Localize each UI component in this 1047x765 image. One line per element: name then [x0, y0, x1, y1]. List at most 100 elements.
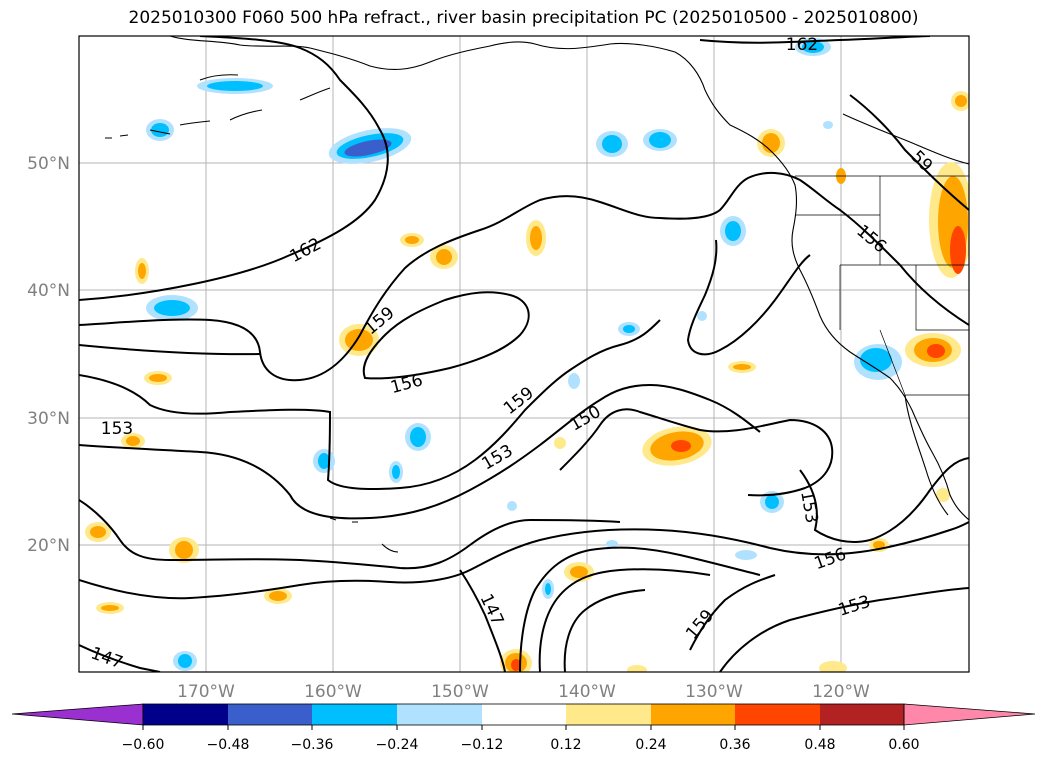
colorbar: −0.60 −0.48 −0.36 −0.24 −0.12 0.12 0.24 …: [11, 703, 1036, 753]
shade-blob: [151, 123, 169, 137]
shade-blob: [762, 133, 780, 153]
colorbar-extend-high: [903, 703, 1036, 726]
contour-159-se: [689, 574, 776, 651]
colorbar-tick-label: −0.60: [122, 737, 165, 753]
colorbar-segment: [651, 704, 735, 725]
colorbar-segment: [312, 704, 397, 725]
shade-blob: [936, 488, 950, 502]
shade-blob: [602, 135, 622, 153]
shade-blob: [554, 437, 566, 449]
shade-blob: [649, 132, 671, 148]
shade-blob: [101, 605, 119, 611]
contour-156-east: [686, 239, 811, 356]
shade-blob: [269, 591, 287, 601]
colorbar-segment: [566, 704, 651, 725]
shade-blob: [511, 659, 521, 671]
lon-label-120w: 120°W: [812, 682, 870, 702]
colorbar-segment: [482, 704, 566, 725]
shade-blob: [735, 550, 757, 560]
lon-label-150w: 150°W: [431, 682, 489, 702]
shade-blob: [410, 427, 426, 447]
shade-blob: [606, 540, 618, 548]
contour-147-sw: [79, 644, 161, 672]
colorbar-tick-label: 0.24: [635, 737, 666, 753]
colorbar-tick-label: 0.12: [550, 737, 581, 753]
shade-blob: [823, 121, 833, 129]
shade-blob: [405, 236, 419, 244]
coastlines: [105, 36, 969, 553]
contour-u1: [519, 546, 761, 672]
shade-blob: [207, 81, 263, 91]
shade-blob: [175, 541, 193, 559]
precip-shading: [85, 38, 969, 672]
contour-159-inner: [79, 344, 261, 356]
contour-label: 147: [476, 591, 508, 629]
colorbar-outline: [142, 703, 905, 726]
shade-blob: [436, 249, 452, 265]
colorbar-extend-low: [11, 703, 144, 726]
shade-blob: [154, 300, 190, 316]
contour-label: 156: [388, 370, 425, 398]
shade-blob: [927, 344, 945, 358]
shade-blob: [733, 364, 751, 370]
colorbar-tick-label: −0.36: [291, 737, 334, 753]
lon-label-140w: 140°W: [558, 682, 616, 702]
lon-label-130w: 130°W: [685, 682, 743, 702]
lat-label-40n: 40°N: [27, 281, 70, 301]
country-borders: [795, 175, 969, 396]
lon-label-160w: 160°W: [304, 682, 362, 702]
shade-blob: [178, 654, 192, 668]
lat-label-50n: 50°N: [27, 154, 70, 174]
shade-blob: [725, 221, 741, 241]
contour-u3: [563, 589, 646, 672]
contour-156-loop: [362, 291, 530, 380]
shade-blob: [671, 440, 691, 452]
contour-label: 147: [88, 643, 125, 673]
contour-east-coast: [849, 94, 969, 211]
shade-blob: [568, 373, 580, 389]
contour-label: 153: [478, 441, 516, 475]
colorbar-segment: [735, 704, 820, 725]
colorbar-segment: [228, 704, 312, 725]
colorbar-tick-label: 0.36: [719, 737, 750, 753]
contour-label: 162: [786, 35, 818, 55]
colorbar-segment: [820, 704, 904, 725]
colorbar-segment: [397, 704, 482, 725]
shade-blob: [318, 453, 330, 469]
shade-blob: [819, 661, 847, 672]
shade-blob: [570, 566, 588, 578]
shade-blob: [860, 348, 892, 372]
lat-label-30n: 30°N: [27, 409, 70, 429]
colorbar-tick-label: −0.12: [461, 737, 504, 753]
shade-blob: [530, 226, 542, 250]
shade-blob: [126, 436, 140, 446]
shade-blob: [697, 311, 707, 321]
plot-frame: [78, 35, 970, 673]
lon-label-170w: 170°W: [177, 682, 235, 702]
contour-label: 156: [812, 544, 849, 574]
colorbar-tick-label: −0.48: [207, 737, 250, 753]
shade-blob: [627, 665, 647, 672]
contour-153: [79, 383, 761, 520]
contour-156-south: [79, 528, 771, 600]
shade-blob: [507, 501, 517, 511]
shade-blob: [90, 526, 106, 538]
contour-label: 159: [500, 383, 538, 419]
contour-156-se: [769, 521, 969, 556]
contour-label: 150: [566, 402, 604, 436]
colorbar-tick-label: 0.60: [888, 737, 919, 753]
shade-blob: [623, 325, 635, 333]
shade-blob: [950, 226, 966, 274]
shade-blob: [765, 495, 779, 509]
shade-blob: [344, 139, 392, 157]
shade-blob: [138, 263, 146, 279]
map-title: 2025010300 F060 500 hPa refract., river …: [128, 8, 919, 28]
lon-label-layer: 170°W 160°W 150°W 140°W 130°W 120°W: [177, 682, 870, 702]
colorbar-ticks: [142, 725, 905, 730]
contour-153-se: [719, 587, 969, 672]
lat-label-20n: 20°N: [27, 536, 70, 556]
contour-162-north: [79, 36, 389, 301]
contour-159-mid: [79, 319, 661, 491]
contour-147: [459, 569, 506, 672]
